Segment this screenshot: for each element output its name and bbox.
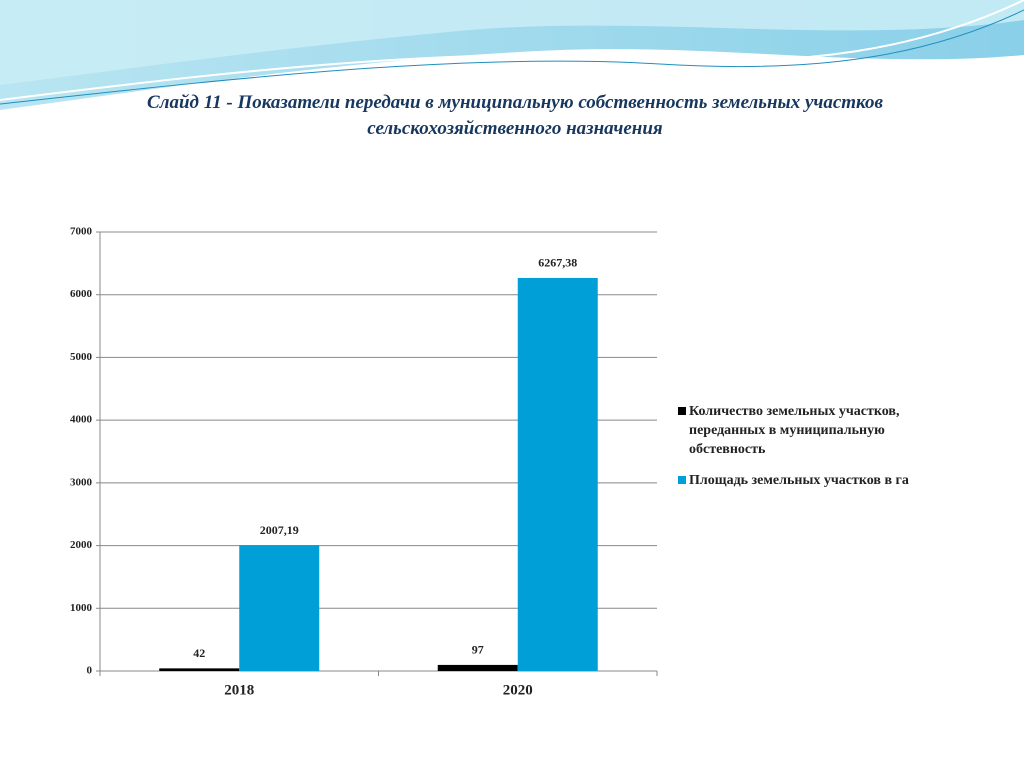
data-label: 2007,19 [260, 523, 299, 537]
bar [239, 545, 320, 671]
legend-entry: Количество земельных участков, переданны… [678, 402, 978, 459]
chart-title: Слайд 11 - Показатели передачи в муницип… [147, 92, 883, 139]
y-tick-label: 4000 [70, 414, 93, 426]
y-tick-label: 6000 [70, 288, 93, 300]
legend: Количество земельных участков, переданны… [678, 402, 978, 502]
data-label: 6267,38 [538, 256, 577, 270]
y-tick-label: 7000 [70, 226, 93, 238]
legend-swatch [678, 476, 686, 484]
bar [159, 668, 240, 671]
y-tick-label: 1000 [70, 602, 93, 614]
y-tick-label: 2000 [70, 539, 93, 551]
data-label: 42 [193, 646, 205, 660]
legend-swatch [678, 407, 686, 415]
bar [437, 664, 518, 671]
data-label: 97 [472, 643, 484, 657]
wave-line [0, 0, 1024, 101]
y-tick-label: 0 [87, 665, 93, 677]
wave [0, 0, 1024, 85]
wave-line [0, 9, 1024, 105]
legend-label: Площадь земельных участков в га [689, 473, 909, 488]
bar [517, 277, 598, 671]
legend-entry: Площадь земельных участков в га [678, 471, 978, 490]
x-tick-label: 2018 [224, 682, 254, 698]
y-tick-label: 5000 [70, 351, 93, 363]
y-tick-label: 3000 [70, 476, 93, 488]
x-tick-label: 2020 [503, 682, 533, 698]
legend-label: Количество земельных участков, переданны… [689, 404, 900, 457]
